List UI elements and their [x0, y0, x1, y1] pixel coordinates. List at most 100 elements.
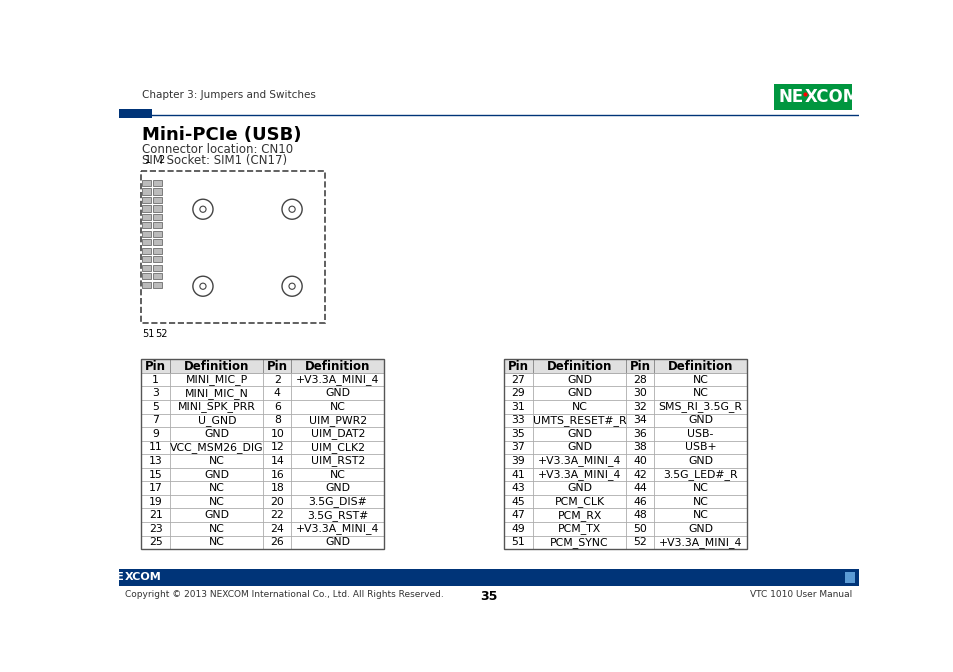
- Text: SMS_RI_3.5G_R: SMS_RI_3.5G_R: [658, 401, 741, 412]
- Bar: [153, 206, 162, 212]
- Bar: [171, 386, 263, 400]
- Bar: [503, 386, 533, 400]
- Text: 11: 11: [149, 442, 162, 452]
- Bar: [654, 509, 746, 522]
- Bar: [141, 454, 171, 468]
- Text: 47: 47: [511, 510, 525, 520]
- Bar: [171, 427, 263, 441]
- Bar: [153, 180, 162, 186]
- Bar: [533, 400, 625, 413]
- Text: NC: NC: [571, 402, 587, 412]
- Text: GND: GND: [204, 470, 229, 480]
- Text: 51: 51: [142, 329, 154, 339]
- Text: Pin: Pin: [507, 360, 528, 373]
- Text: 5: 5: [152, 402, 159, 412]
- Text: MINI_MIC_N: MINI_MIC_N: [185, 388, 249, 398]
- Text: NC: NC: [209, 523, 225, 534]
- Text: 1: 1: [145, 155, 151, 165]
- Bar: [141, 481, 171, 495]
- Text: 15: 15: [149, 470, 162, 480]
- Bar: [142, 248, 151, 254]
- Bar: [263, 427, 291, 441]
- Text: 2: 2: [158, 155, 165, 165]
- Text: PCM_RX: PCM_RX: [557, 510, 601, 521]
- Text: NC: NC: [692, 497, 708, 507]
- Bar: [503, 360, 746, 549]
- Bar: [153, 188, 162, 195]
- Bar: [141, 373, 171, 386]
- Text: 18: 18: [271, 483, 284, 493]
- Bar: [263, 509, 291, 522]
- Bar: [263, 386, 291, 400]
- Text: Definition: Definition: [305, 360, 370, 373]
- Text: NC: NC: [209, 483, 225, 493]
- Bar: [171, 441, 263, 454]
- Text: NC: NC: [692, 388, 708, 398]
- Bar: [142, 256, 151, 262]
- Bar: [141, 413, 171, 427]
- Bar: [503, 468, 533, 481]
- Bar: [153, 197, 162, 203]
- Text: NE: NE: [107, 573, 124, 583]
- Bar: [142, 282, 151, 288]
- Bar: [291, 509, 384, 522]
- Text: 50: 50: [633, 523, 646, 534]
- Bar: [141, 522, 171, 536]
- Bar: [533, 454, 625, 468]
- Bar: [263, 536, 291, 549]
- Text: 24: 24: [271, 523, 284, 534]
- Text: GND: GND: [325, 483, 350, 493]
- Bar: [625, 509, 654, 522]
- Bar: [141, 400, 171, 413]
- Text: 46: 46: [633, 497, 646, 507]
- Bar: [142, 230, 151, 237]
- Bar: [533, 413, 625, 427]
- Bar: [263, 441, 291, 454]
- Bar: [142, 239, 151, 245]
- Bar: [153, 214, 162, 220]
- Bar: [141, 171, 325, 323]
- Text: UIM_PWR2: UIM_PWR2: [309, 415, 367, 426]
- Bar: [533, 386, 625, 400]
- Text: PCM_SYNC: PCM_SYNC: [550, 537, 608, 548]
- Bar: [171, 495, 263, 509]
- Bar: [119, 569, 858, 586]
- Bar: [291, 400, 384, 413]
- Bar: [142, 180, 151, 186]
- Text: Definition: Definition: [667, 360, 733, 373]
- Text: UMTS_RESET#_R: UMTS_RESET#_R: [532, 415, 626, 426]
- Text: GND: GND: [566, 375, 592, 384]
- Text: Pin: Pin: [145, 360, 166, 373]
- Bar: [153, 222, 162, 228]
- Bar: [141, 360, 171, 373]
- Text: Mini-PCIe (USB): Mini-PCIe (USB): [142, 126, 302, 144]
- Bar: [654, 481, 746, 495]
- Bar: [171, 413, 263, 427]
- Text: 52: 52: [154, 329, 167, 339]
- Text: GND: GND: [325, 538, 350, 547]
- Bar: [171, 509, 263, 522]
- Text: GND: GND: [204, 429, 229, 439]
- Bar: [533, 427, 625, 441]
- Text: 48: 48: [633, 510, 646, 520]
- Text: Pin: Pin: [629, 360, 650, 373]
- Text: PCM_TX: PCM_TX: [558, 523, 600, 534]
- Text: XCOM: XCOM: [803, 88, 859, 106]
- Bar: [625, 427, 654, 441]
- Bar: [291, 427, 384, 441]
- Bar: [503, 360, 533, 373]
- Bar: [533, 373, 625, 386]
- Bar: [142, 222, 151, 228]
- Text: 2: 2: [274, 375, 280, 384]
- Text: 31: 31: [511, 402, 525, 412]
- Bar: [142, 206, 151, 212]
- Text: GND: GND: [325, 388, 350, 398]
- Bar: [654, 522, 746, 536]
- Bar: [625, 468, 654, 481]
- Bar: [291, 413, 384, 427]
- Bar: [171, 373, 263, 386]
- Bar: [263, 468, 291, 481]
- Text: MINI_MIC_P: MINI_MIC_P: [186, 374, 248, 385]
- Bar: [503, 427, 533, 441]
- Text: 3.5G_RST#: 3.5G_RST#: [307, 510, 368, 521]
